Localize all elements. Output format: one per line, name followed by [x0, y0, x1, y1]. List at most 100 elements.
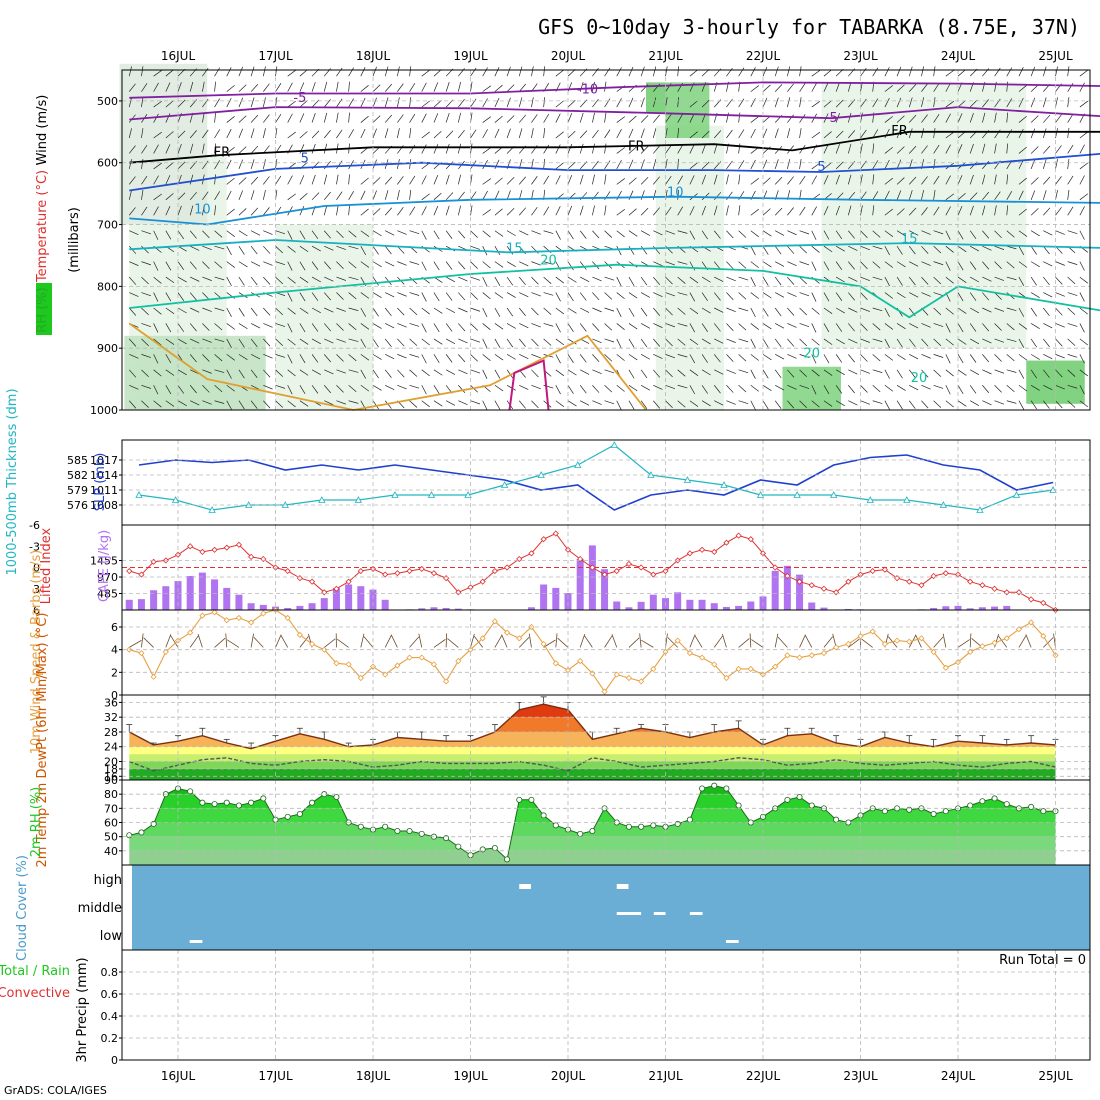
y-tick-label: 1455 — [90, 555, 118, 568]
cape-bar — [1003, 605, 1011, 610]
wind-barb — [640, 292, 651, 298]
wind-barb — [835, 99, 844, 108]
lifted-index-point — [296, 575, 303, 582]
wind-speed-point — [308, 640, 316, 648]
wind-barb — [1030, 190, 1036, 200]
y-tick-label: 18 — [104, 763, 118, 776]
wind-barb — [336, 205, 339, 216]
wind-barb — [787, 307, 795, 316]
wind-barb — [1067, 307, 1076, 315]
wind-barb — [543, 97, 546, 108]
wind-barb — [799, 97, 802, 108]
wind-barb — [470, 323, 478, 331]
wind-barb — [1030, 230, 1040, 237]
wind-barb — [421, 261, 427, 271]
wind-barb — [677, 206, 684, 216]
wind-barb — [872, 230, 881, 238]
wind-barb — [872, 174, 875, 185]
wind-barb — [738, 67, 745, 77]
wind-barb — [823, 354, 830, 364]
wind-barb — [141, 144, 148, 154]
wind-barb — [823, 369, 833, 376]
wind-barb — [896, 146, 905, 154]
wind-barb — [640, 338, 648, 348]
wind-barb — [555, 323, 561, 333]
wind-barb — [701, 338, 711, 345]
wind-barb — [726, 67, 733, 77]
cape-bar — [991, 606, 999, 610]
wind-barb — [409, 206, 416, 216]
wind-barb — [1067, 400, 1076, 408]
wind-barb — [701, 99, 710, 108]
wind-barb — [592, 68, 599, 77]
wind-barb — [165, 113, 171, 123]
wind-barb — [458, 191, 465, 201]
wind-barb — [726, 160, 733, 170]
cloud-clear-patch — [616, 884, 629, 889]
wind-barb — [799, 230, 810, 235]
wind-barb — [506, 292, 516, 298]
wind-barb — [190, 338, 200, 344]
wind-barb — [896, 190, 902, 200]
wind-barb — [1018, 128, 1024, 139]
wind-barb — [1055, 230, 1065, 235]
wind-barb-10m — [250, 633, 254, 648]
wind-barb — [555, 354, 561, 364]
wind-barb — [385, 354, 395, 360]
wind-barb — [1030, 400, 1037, 410]
rh-point — [528, 796, 535, 803]
wind-barb — [787, 128, 791, 139]
date-label-bottom: 24JUL — [941, 1069, 976, 1083]
wind-barb — [421, 100, 430, 108]
wind-barb — [921, 245, 929, 254]
wind-barb — [153, 323, 159, 333]
panel-label: Lifted Index — [39, 527, 54, 604]
wind-barb — [787, 354, 797, 359]
wind-barb — [604, 385, 613, 393]
wind-barb — [153, 276, 162, 284]
cape-bar — [296, 605, 304, 610]
wind-barb — [372, 354, 382, 360]
wind-barb — [226, 177, 235, 185]
wind-barb — [592, 143, 595, 154]
wind-barb — [921, 145, 928, 154]
wind-barb — [384, 307, 392, 317]
wind-barb-10m — [713, 635, 723, 648]
wind-speed-point — [906, 638, 913, 645]
wind-barb — [713, 354, 721, 363]
wind-barb — [738, 129, 745, 139]
wind-barb — [982, 369, 992, 375]
wind-barb — [226, 128, 232, 139]
wind-barb — [884, 400, 890, 410]
wind-barb — [750, 67, 756, 77]
wind-barb — [665, 338, 673, 347]
wind-barb — [433, 144, 439, 154]
wind-barb — [458, 307, 468, 313]
wind-barb — [531, 128, 534, 139]
wind-barb — [384, 245, 392, 255]
wind-barb — [1055, 261, 1065, 266]
wind-barb — [128, 83, 136, 92]
wind-barb — [385, 261, 395, 267]
wind-speed-point — [418, 654, 425, 661]
wind-barb-10m — [214, 637, 226, 648]
wind-barb — [458, 369, 468, 375]
wind-barb — [689, 400, 699, 407]
wind-barb — [397, 189, 400, 200]
wind-barb — [250, 307, 258, 317]
lifted-index-point — [772, 564, 779, 571]
lifted-index-point — [1028, 596, 1035, 603]
wind-barb — [433, 323, 440, 333]
wind-barb — [543, 206, 550, 216]
y-tick-label: 1008 — [90, 499, 118, 512]
wind-barb — [689, 292, 696, 302]
wind-barb — [299, 245, 309, 253]
wind-barb — [348, 354, 357, 362]
wind-barb — [945, 400, 954, 408]
wind-barb — [372, 292, 382, 298]
wind-barb — [348, 400, 359, 404]
rh-shading-light — [275, 224, 373, 410]
wind-barb — [896, 292, 906, 299]
lifted-index-point — [284, 567, 291, 575]
wind-barb — [592, 230, 600, 239]
